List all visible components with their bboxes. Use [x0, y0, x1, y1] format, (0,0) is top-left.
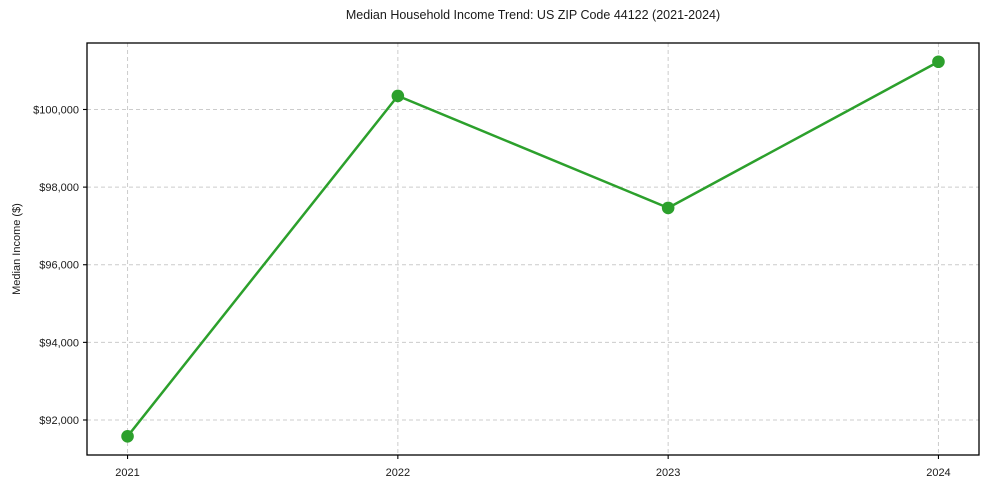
- income-trend-line: [126, 60, 940, 438]
- y-tick-label: $98,000: [39, 182, 79, 194]
- x-tick-label: 2022: [386, 467, 410, 479]
- x-tick-label: 2021: [115, 467, 139, 479]
- y-tick-label: $100,000: [33, 104, 79, 116]
- x-tick-label: 2024: [926, 467, 950, 479]
- y-tick-label: $92,000: [39, 415, 79, 427]
- data-point-2024: [932, 55, 945, 69]
- data-point-2023: [661, 201, 675, 215]
- y-tick-label: $94,000: [39, 337, 79, 349]
- chart-title: Median Household Income Trend: US ZIP Co…: [345, 8, 721, 22]
- data-point-2022: [391, 89, 405, 103]
- plot-border: [86, 42, 980, 456]
- data-point-2021: [121, 429, 134, 443]
- x-tick-label: 2023: [656, 467, 680, 479]
- y-tick-label: $96,000: [39, 260, 79, 272]
